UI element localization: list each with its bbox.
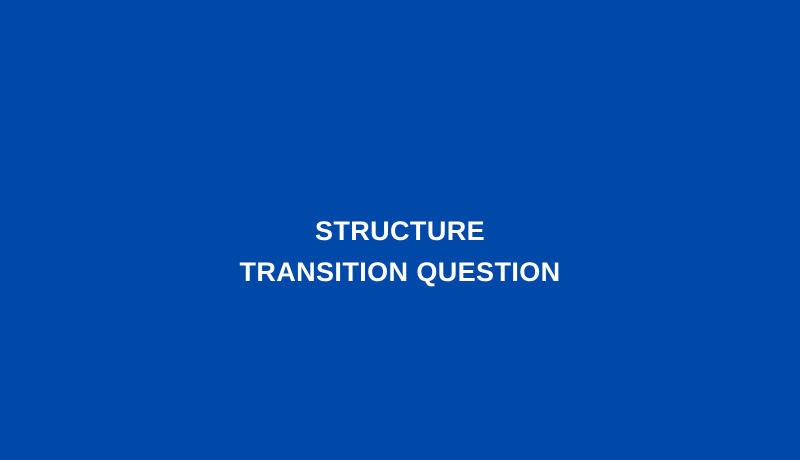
slide-title: STRUCTURE TRANSITION QUESTION [0, 211, 800, 293]
title-line-2: TRANSITION QUESTION [239, 257, 561, 287]
title-line-1: STRUCTURE [314, 216, 486, 246]
